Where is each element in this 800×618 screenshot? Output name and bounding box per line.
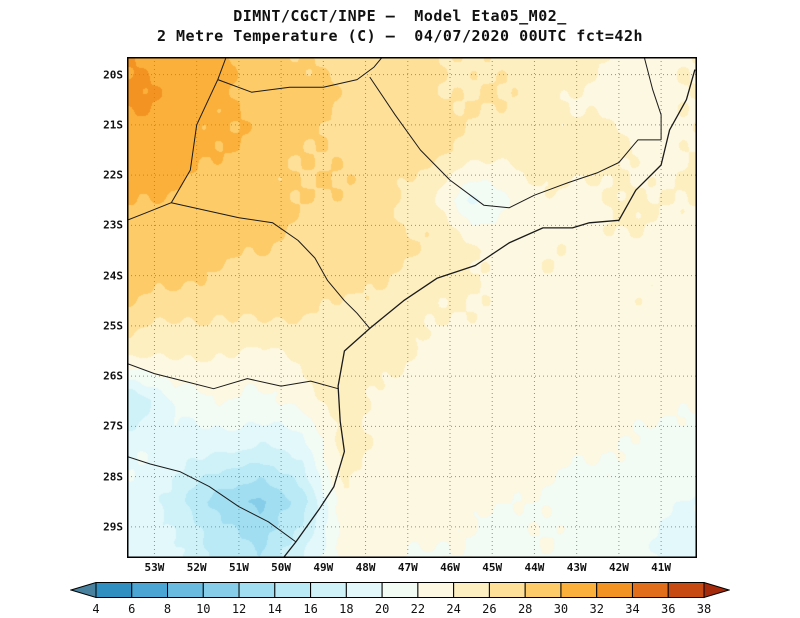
lon-tick-label: 45W: [482, 561, 503, 574]
colorbar-segment: [667, 582, 705, 598]
lon-tick-label: 46W: [440, 561, 460, 574]
temperature-colorbar: 4 6 8 10 12 14 16 18 20 22 24 26 28 30 32 34 36 38: [69, 581, 731, 618]
lat-tick-label: 25S: [103, 319, 123, 333]
lat-tick-label: 20S: [103, 68, 123, 82]
map-outline: [171, 202, 371, 329]
lon-tick-label: 42W: [608, 561, 629, 574]
map-plot-area: [127, 57, 697, 558]
colorbar-segment: [345, 582, 383, 598]
lon-tick-label: 49W: [313, 561, 334, 574]
lon-tick-label: 41W: [651, 561, 672, 574]
colorbar-segment: [310, 582, 347, 598]
chart-subtitle: 2 Metre Temperature (C) — 04/07/2020 00U…: [156, 27, 644, 45]
map-outline: [643, 57, 662, 140]
chart-title-block: DIMNT/CGCT/INPE — Model Eta05_M02_ 2 Met…: [0, 6, 800, 46]
lon-tick-label: 53W: [144, 561, 165, 574]
colorbar-tick-label: 28: [518, 602, 532, 616]
lon-tick-label: 43W: [566, 561, 587, 574]
colorbar-over-arrow: [703, 581, 731, 599]
colorbar-segment: [560, 582, 598, 598]
temperature-heatmap-canvas: [127, 57, 697, 558]
colorbar-tick-label: 32: [589, 602, 603, 616]
lat-tick-label: 24S: [103, 269, 123, 283]
colorbar-tick-label: 22: [411, 602, 425, 616]
lat-tick-label: 21S: [103, 118, 123, 132]
colorbar-segment: [381, 582, 419, 598]
lon-tick-label: 47W: [397, 561, 418, 574]
colorbar-svg: 4 6 8 10 12 14 16 18 20 22 24 26 28 30 32 34 36 38: [69, 581, 731, 616]
colorbar-tick-label: 12: [232, 602, 246, 616]
colorbar-tick-label: 26: [482, 602, 496, 616]
lat-tick-label: 23S: [103, 218, 123, 232]
lon-tick-label: 50W: [271, 561, 292, 574]
lon-tick-label: 48W: [355, 561, 376, 574]
colorbar-tick-label: 14: [268, 602, 282, 616]
lat-tick-label: 27S: [103, 419, 123, 433]
colorbar-segment: [95, 582, 133, 598]
colorbar-tick-label: 18: [339, 602, 353, 616]
lat-tick-label: 28S: [103, 470, 123, 484]
colorbar-tick-label: 24: [446, 602, 460, 616]
map-outline: [217, 57, 383, 93]
colorbar-segment: [524, 582, 562, 598]
colorbar-tick-label: 4: [92, 602, 99, 616]
map-outline: [282, 69, 696, 558]
colorbar-segment: [131, 582, 169, 598]
colorbar-tick-label: 6: [128, 602, 135, 616]
map-outline: [127, 456, 297, 543]
lat-tick-label: 26S: [103, 369, 123, 383]
longitude-axis: 53W 52W 51W 50W 49W 48W 47W 46W 45W 44W 43W 42W 41W: [127, 561, 697, 576]
lon-tick-label: 52W: [186, 561, 207, 574]
colorbar-segment: [631, 582, 669, 598]
map-outline: [369, 76, 662, 209]
lon-tick-label: 44W: [524, 561, 545, 574]
colorbar-segment: [238, 582, 276, 598]
colorbar-tick-label: 36: [661, 602, 675, 616]
map-outline: [127, 57, 227, 221]
colorbar-segment: [453, 582, 490, 598]
latitude-axis: 20S 21S 22S 23S 24S 25S 26S 27S 28S 29S: [88, 57, 123, 558]
colorbar-segment: [417, 582, 455, 598]
lon-tick-label: 51W: [228, 561, 249, 574]
colorbar-tick-label: 16: [303, 602, 317, 616]
colorbar-segment: [167, 582, 204, 598]
colorbar-segment: [202, 582, 240, 598]
colorbar-tick-label: 34: [625, 602, 639, 616]
map-outline: [127, 363, 339, 390]
map-overlay: [127, 57, 697, 558]
colorbar-segment: [488, 582, 526, 598]
lat-tick-label: 22S: [103, 168, 123, 182]
colorbar-tick-label: 30: [554, 602, 568, 616]
chart-title: DIMNT/CGCT/INPE — Model Eta05_M02_: [233, 7, 567, 25]
colorbar-tick-label: 38: [697, 602, 711, 616]
colorbar-under-arrow: [69, 581, 97, 599]
colorbar-tick-label: 20: [375, 602, 389, 616]
colorbar-tick-label: 8: [164, 602, 171, 616]
colorbar-tick-label: 10: [196, 602, 210, 616]
colorbar-segment: [274, 582, 312, 598]
colorbar-segment: [596, 582, 633, 598]
lat-tick-label: 29S: [103, 520, 123, 534]
